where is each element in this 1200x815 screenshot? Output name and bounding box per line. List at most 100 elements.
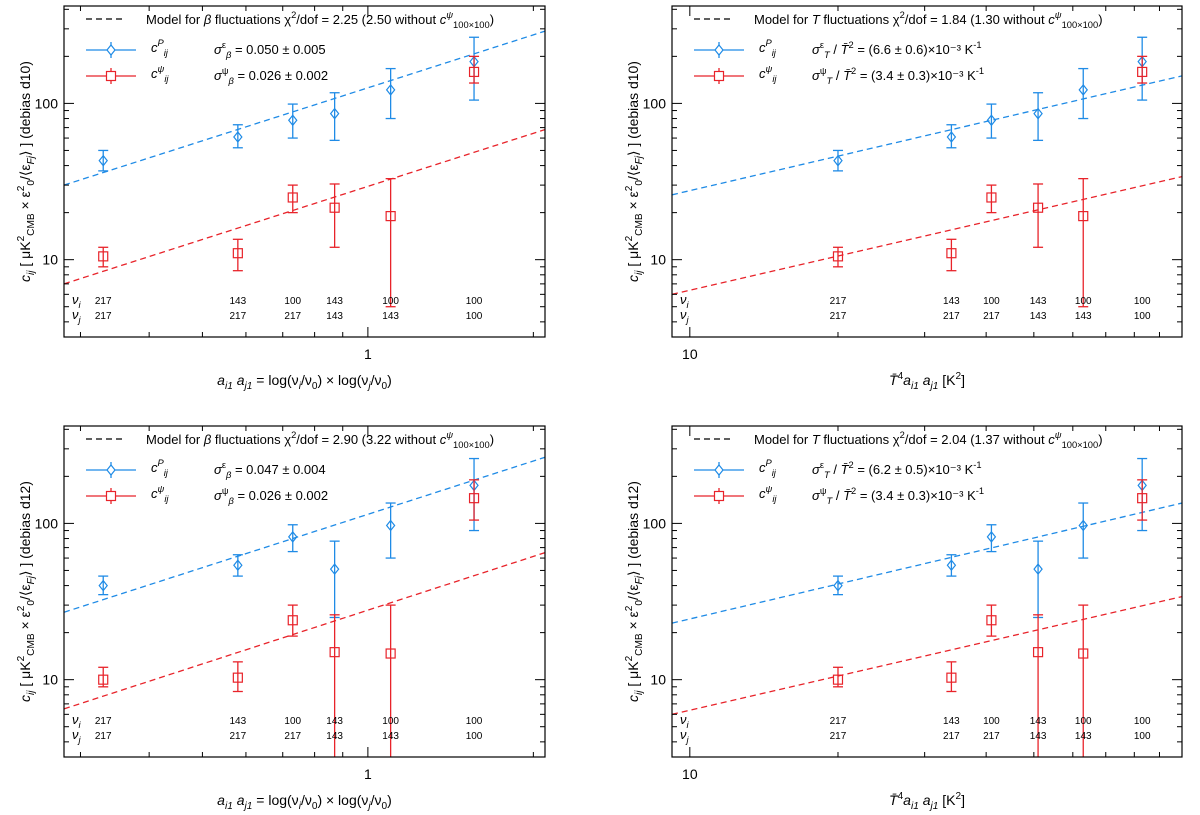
plot-frame	[63, 425, 546, 758]
legend-model-text: Model for β fluctuations χ2/dof = 2.90 (…	[146, 430, 494, 450]
data-point-psi	[1032, 202, 1044, 213]
data-point-psi	[832, 674, 844, 685]
model-line-psi	[672, 595, 1182, 715]
nu-i-label: νi	[680, 292, 690, 310]
y-axis-label: cij [ μK2CMB × ε20/⟨εFj⟩ ] (debias d10)	[624, 61, 645, 282]
freq-label-j: 143	[326, 311, 343, 322]
freq-label-j: 217	[830, 311, 847, 322]
legend: Model for T fluctuations χ2/dof = 1.84 (…	[694, 10, 1103, 86]
x-axis-label: ai1 aj1 = log(νi/ν0) × log(νj/ν0)	[217, 792, 392, 812]
freq-label-j: 143	[1075, 731, 1092, 742]
plot-area	[64, 456, 545, 757]
sigma-eps-text: σεT / T̄2 = (6.6 ± 0.6)×10⁻³ K-1	[812, 40, 982, 60]
freq-label-j: 143	[1030, 311, 1047, 322]
freq-label-j: 217	[95, 731, 112, 742]
model-line-P	[64, 456, 545, 613]
data-point-psi	[832, 251, 844, 262]
legend-model-text: Model for T fluctuations χ2/dof = 1.84 (…	[754, 10, 1103, 30]
freq-label-i: 100	[983, 716, 1000, 727]
freq-label-i: 217	[95, 296, 112, 307]
y-tick-label: 10	[650, 672, 666, 688]
sigma-eps-text: σεT / T̄2 = (6.2 ± 0.5)×10⁻³ K-1	[812, 460, 982, 480]
freq-label-i: 100	[466, 716, 483, 727]
data-point-P	[329, 563, 340, 576]
freq-label-j: 217	[284, 731, 301, 742]
freq-label-i: 100	[284, 296, 301, 307]
y-tick-label: 10	[42, 252, 58, 268]
data-point-P	[98, 154, 108, 167]
freq-label-i: 143	[1030, 296, 1047, 307]
legend-psi-marker	[105, 490, 117, 502]
data-point-P	[833, 579, 843, 592]
data-point-psi	[98, 674, 109, 685]
data-point-psi	[468, 493, 480, 504]
freq-label-j: 143	[382, 311, 399, 322]
data-point-psi	[329, 202, 340, 213]
data-point-psi	[946, 248, 957, 259]
legend-psi-label: cψij	[151, 64, 169, 84]
model-line-P	[64, 30, 545, 186]
freq-label-i: 143	[943, 296, 960, 307]
freq-label-j: 143	[326, 731, 343, 742]
nu-j-label: νj	[72, 307, 82, 325]
legend: Model for β fluctuations χ2/dof = 2.25 (…	[86, 10, 494, 86]
x-tick-label: 1	[364, 766, 372, 782]
legend-P-marker	[106, 464, 116, 476]
legend-P-label: cPij	[759, 458, 777, 478]
freq-label-i: 100	[1075, 296, 1092, 307]
legend: Model for T fluctuations χ2/dof = 2.04 (…	[694, 430, 1103, 506]
data-point-P	[1033, 563, 1043, 576]
freq-label-j: 143	[382, 731, 399, 742]
data-point-P	[986, 114, 997, 127]
freq-label-j: 100	[1134, 731, 1151, 742]
data-point-psi	[287, 615, 298, 626]
freq-label-i: 217	[95, 716, 112, 727]
data-point-P	[329, 107, 340, 120]
data-point-psi	[986, 192, 997, 203]
freq-label-i: 100	[284, 716, 301, 727]
data-point-psi	[468, 66, 480, 78]
data-point-P	[946, 130, 957, 143]
freq-label-j: 217	[284, 311, 301, 322]
legend-P-marker	[714, 44, 724, 56]
freq-label-j: 217	[830, 731, 847, 742]
legend-P-label: cPij	[759, 38, 777, 58]
freq-label-j: 100	[466, 311, 483, 322]
data-point-P	[98, 579, 108, 592]
legend-psi-label: cψij	[759, 484, 777, 504]
freq-label-i: 217	[830, 296, 847, 307]
freq-label-j: 217	[943, 731, 960, 742]
data-point-psi	[946, 672, 957, 683]
freq-label-i: 100	[1075, 716, 1092, 727]
x-axis-label: T̄4ai1 aj1 [K2]	[889, 371, 965, 392]
data-point-psi	[1032, 647, 1044, 658]
y-tick-label: 100	[643, 95, 667, 111]
y-tick-label: 100	[643, 515, 667, 531]
legend-psi-label: cψij	[759, 64, 777, 84]
legend-psi-marker	[713, 490, 725, 502]
sigma-psi-text: σψT / T̄2 = (3.4 ± 0.3)×10⁻³ K-1	[812, 486, 984, 506]
data-point-P	[287, 530, 298, 543]
freq-label-i: 143	[943, 716, 960, 727]
y-tick-label: 100	[35, 95, 59, 111]
legend-psi-marker	[105, 70, 117, 82]
sigma-eps-text: σεβ = 0.050 ± 0.005	[214, 40, 326, 60]
svg-text:cij [ μK2CMB × ε20/⟨εFj⟩ ] (de: cij [ μK2CMB × ε20/⟨εFj⟩ ] (debias d10)	[624, 61, 645, 282]
nu-j-label: νj	[680, 307, 690, 325]
freq-label-i: 143	[230, 716, 247, 727]
data-point-psi	[1137, 493, 1148, 504]
nu-j-label: νj	[680, 727, 690, 745]
plot-area	[672, 457, 1182, 757]
freq-label-i: 143	[230, 296, 247, 307]
model-line-P	[672, 502, 1182, 624]
nu-i-label: νi	[680, 712, 690, 730]
plot-area	[672, 36, 1182, 308]
data-point-P	[1033, 107, 1043, 120]
freq-label-j: 217	[230, 311, 247, 322]
sigma-eps-text: σεβ = 0.047 ± 0.004	[214, 460, 326, 480]
legend-model-text: Model for β fluctuations χ2/dof = 2.25 (…	[146, 10, 494, 30]
freq-label-i: 100	[382, 296, 399, 307]
freq-label-i: 217	[830, 716, 847, 727]
